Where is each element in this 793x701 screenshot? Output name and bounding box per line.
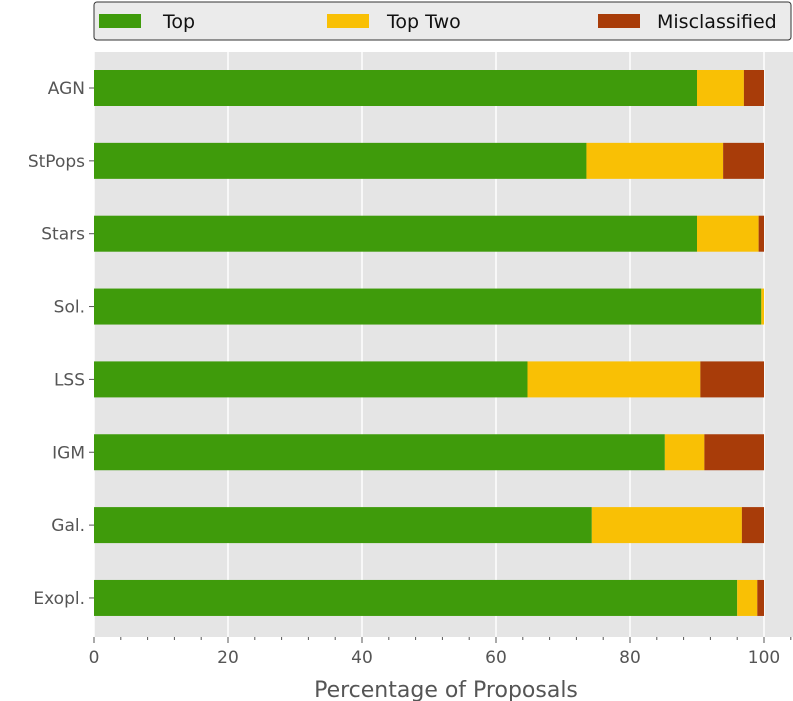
x-axis-title: Percentage of Proposals <box>314 678 578 701</box>
x-tick-label: 100 <box>748 648 780 668</box>
x-tick-label: 60 <box>485 648 507 668</box>
legend-label: Top Two <box>386 11 461 33</box>
bar-segment <box>737 579 758 616</box>
bars <box>94 70 764 616</box>
bar-segment <box>94 507 592 544</box>
x-tick-label: 80 <box>619 648 641 668</box>
bar-segment <box>94 215 697 252</box>
bar-segment <box>704 434 764 471</box>
bar-segment <box>697 70 744 106</box>
bar-segment <box>527 361 701 398</box>
x-tick-label: 0 <box>89 648 100 668</box>
axes: AGN StPops Stars Sol. LSS IGM Gal. Exopl. 0 20 40 6… <box>28 79 792 668</box>
bar-segment <box>743 70 764 106</box>
x-tick-label: 20 <box>217 648 239 668</box>
legend-box <box>93 1 792 41</box>
plot-background <box>94 52 793 637</box>
bar-segment <box>697 215 759 252</box>
y-tick-label: StPops <box>28 152 85 172</box>
bar-segment <box>94 142 587 179</box>
bar-segment <box>94 579 738 616</box>
legend-label: Top <box>162 11 195 33</box>
bar-segment <box>723 142 764 179</box>
x-tick-label: 40 <box>351 648 373 668</box>
bar-segment <box>586 142 724 179</box>
bar-segment <box>758 215 764 252</box>
bar-segment <box>591 507 742 544</box>
legend: Top Top Two Misclassified <box>93 1 792 41</box>
y-tick-label: AGN <box>48 79 85 99</box>
bar-segment <box>700 361 764 398</box>
legend-swatch <box>327 14 369 28</box>
bar-segment <box>94 361 528 398</box>
legend-label: Misclassified <box>657 11 777 33</box>
bar-segment <box>664 434 705 471</box>
legend-swatch <box>598 14 640 28</box>
bar-segment <box>741 507 764 544</box>
legend-swatch <box>99 14 141 28</box>
bar-segment <box>757 579 764 616</box>
bar-segment <box>94 434 665 471</box>
bar-segment <box>94 288 762 325</box>
bar-segment <box>94 70 697 106</box>
y-tick-label: IGM <box>52 443 85 463</box>
y-tick-label: LSS <box>54 370 85 390</box>
bar-segment <box>761 288 764 325</box>
y-tick-label: Exopl. <box>33 589 85 609</box>
y-tick-label: Sol. <box>54 298 85 318</box>
y-tick-label: Gal. <box>51 516 85 536</box>
y-tick-label: Stars <box>41 225 85 245</box>
